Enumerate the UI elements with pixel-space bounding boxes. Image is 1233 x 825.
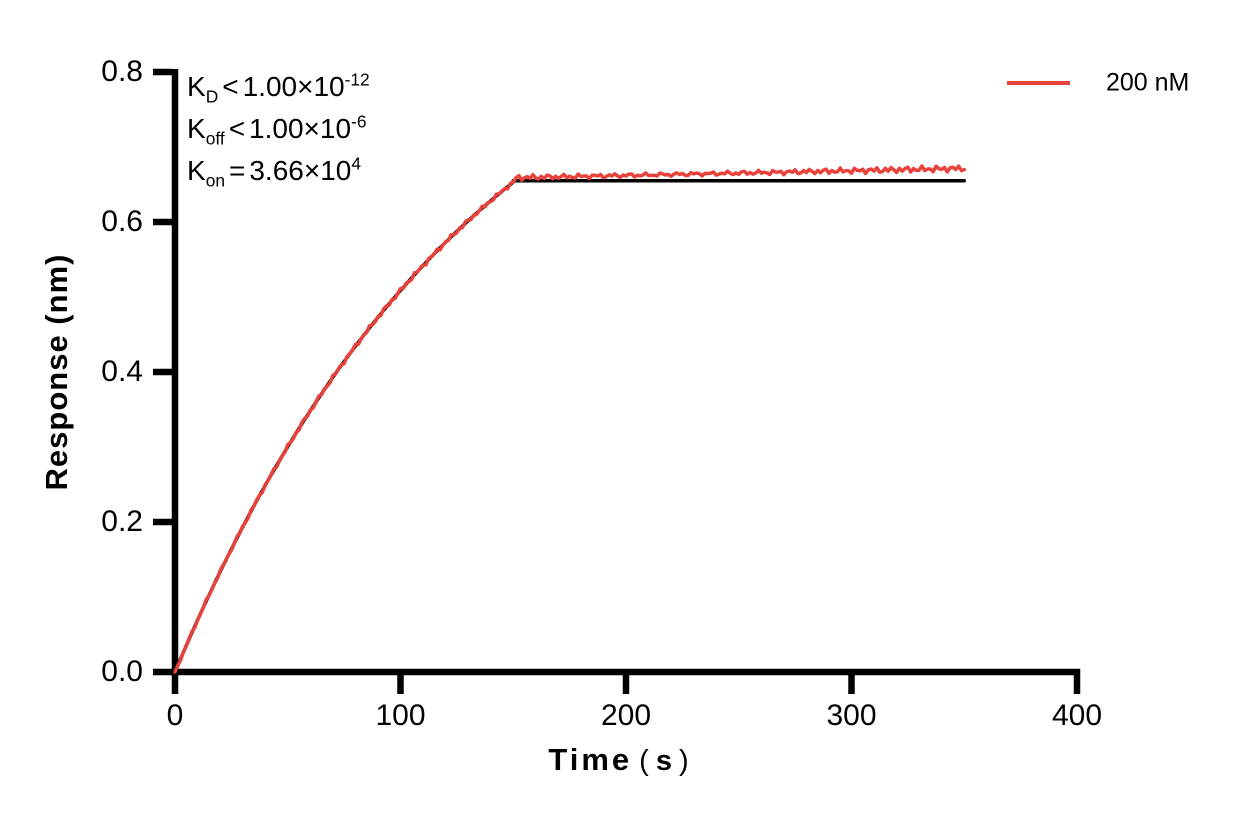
x-tick-label: 100 — [375, 699, 426, 732]
y-tick-label: 0.2 — [101, 505, 143, 538]
measured-curve-200nM — [173, 164, 966, 674]
x-axis-title: Time ( s ) — [548, 742, 695, 778]
fit-curve — [173, 179, 966, 674]
annotation-line: Kon = 3.66×104 — [187, 153, 362, 191]
x-tick-label: 0 — [166, 699, 184, 732]
annotation-line: KD <1.00×10-12 — [187, 69, 370, 107]
x-axis-title-unit: s — [655, 745, 672, 777]
y-tick-label: 0.6 — [101, 205, 143, 238]
x-tick-label: 400 — [1051, 699, 1103, 732]
annotation-line: Koff <1.00×10-6 — [187, 111, 367, 149]
x-tick-label: 200 — [600, 699, 652, 732]
y-tick-label: 0.4 — [101, 355, 143, 388]
y-tick-label: 0.8 — [101, 55, 143, 88]
x-axis-title-word: Time — [548, 742, 633, 777]
legend-label-200nM: 200 nM — [1106, 68, 1190, 97]
y-axis-title: Response (nm) — [39, 253, 74, 491]
x-tick-label: 300 — [826, 699, 877, 732]
x-axis-title-paren-close: ) — [678, 745, 689, 777]
x-axis-title-paren-open: ( — [639, 745, 649, 777]
kinetics-annotation-block: KD <1.00×10-12 Koff <1.00×10-6 Kon = 3.66×104 — [187, 66, 370, 192]
y-tick-label: 0.0 — [101, 655, 143, 688]
